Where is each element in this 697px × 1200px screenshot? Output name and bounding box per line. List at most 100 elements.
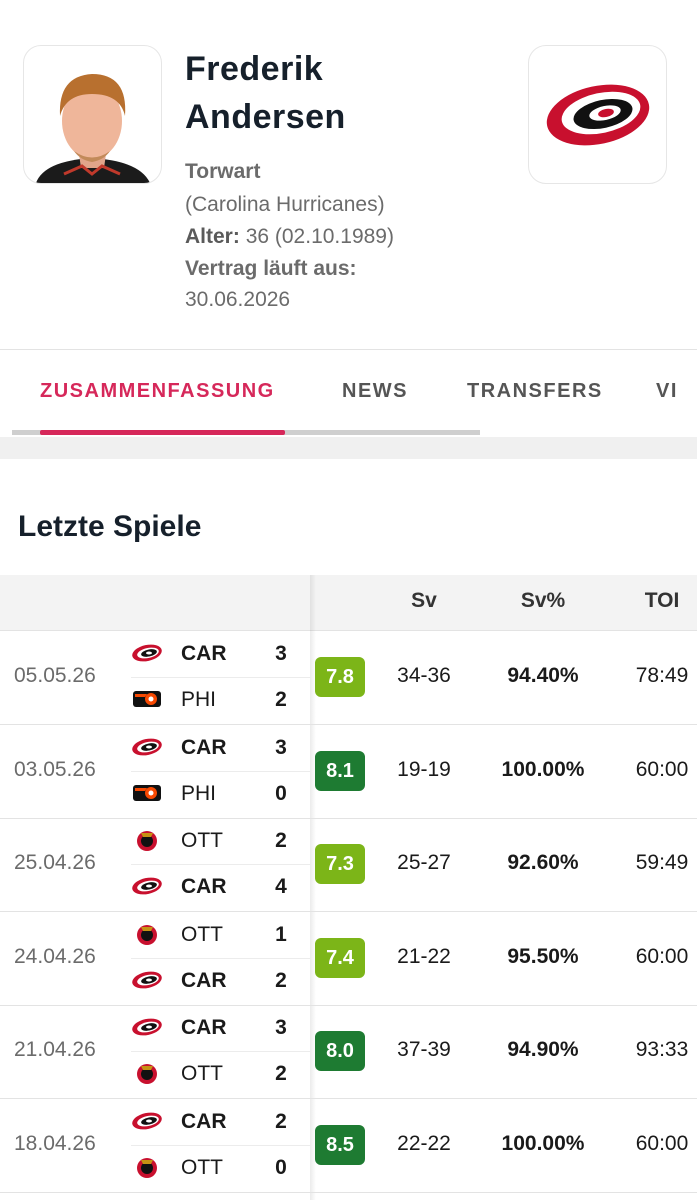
team-logo bbox=[131, 688, 163, 712]
score: 3 bbox=[275, 642, 287, 665]
date: 24.04.26 bbox=[14, 944, 96, 968]
tab[interactable]: VI bbox=[656, 380, 678, 402]
contract-date: 30.06.2026 bbox=[185, 288, 291, 311]
team-logo bbox=[131, 1110, 163, 1134]
sv: 25-27 bbox=[397, 851, 451, 874]
score: 3 bbox=[275, 1016, 287, 1039]
team-logo bbox=[131, 923, 163, 947]
section-title: Letzte Spiele bbox=[18, 510, 202, 543]
team-logo[interactable] bbox=[528, 45, 667, 184]
score: 2 bbox=[275, 968, 287, 992]
team-logo bbox=[131, 642, 163, 666]
team-logo bbox=[131, 969, 163, 993]
date: 25.04.26 bbox=[14, 851, 96, 874]
game-row[interactable]: 24.04.26 OTT 1 CAR 2 7.4 21-22 95.50% 60:00 bbox=[0, 912, 697, 1006]
date: 03.05.26 bbox=[14, 757, 96, 781]
game-row[interactable]: 05.05.26 CAR 3 PHI 2 7.8 34-36 94.40% 78:49 bbox=[0, 631, 697, 725]
divider bbox=[0, 349, 697, 350]
toi: 60:00 bbox=[635, 944, 689, 968]
score-divider bbox=[131, 957, 311, 959]
section-separator bbox=[0, 437, 697, 459]
toi: 93:33 bbox=[635, 1038, 689, 1061]
team-abbr: CAR bbox=[181, 735, 227, 759]
score: 2 bbox=[275, 688, 287, 711]
game-row[interactable]: 21.04.26 CAR 3 OTT 2 8.0 37-39 94.90% 93:33 bbox=[0, 1005, 697, 1099]
team-logo bbox=[131, 736, 163, 760]
table-header bbox=[0, 575, 697, 631]
age-label: Alter: bbox=[185, 225, 240, 248]
game-row[interactable]: 18.04.26 CAR 2 OTT 0 8.5 22-22 100.00% 60:00 bbox=[0, 1099, 697, 1193]
score-divider bbox=[131, 677, 311, 678]
rating-badge: 7.8 bbox=[315, 657, 365, 697]
date: 05.05.26 bbox=[14, 664, 96, 687]
column-header: TOI bbox=[644, 589, 680, 612]
tab[interactable]: TRANSFERS bbox=[467, 380, 603, 402]
team-abbr: CAR bbox=[181, 968, 227, 992]
toi: 59:49 bbox=[635, 851, 689, 874]
game-row[interactable]: 03.05.26 CAR 3 PHI 0 8.1 19-19 100.00% 60:00 bbox=[0, 725, 697, 819]
team-abbr: PHI bbox=[181, 781, 217, 805]
rating-badge: 8.1 bbox=[315, 750, 365, 791]
toi: 60:00 bbox=[635, 757, 689, 781]
team-abbr: CAR bbox=[181, 875, 227, 898]
score-divider bbox=[131, 864, 311, 865]
game-row[interactable]: 25.04.26 OTT 2 CAR 4 7.3 25-27 92.60% 59:49 bbox=[0, 818, 697, 912]
team-logo-illustration bbox=[546, 84, 650, 146]
sv-pct: 95.50% bbox=[507, 944, 579, 968]
position: Torwart bbox=[185, 160, 261, 183]
score-divider bbox=[131, 770, 311, 772]
rating-badge: 8.0 bbox=[315, 1031, 365, 1071]
tab[interactable]: ZUSAMMENFASSUNG bbox=[40, 380, 275, 402]
age-line: Alter: 36 (02.10.1989) bbox=[185, 225, 394, 249]
tab-indicator bbox=[40, 430, 285, 435]
team-abbr: OTT bbox=[181, 829, 223, 852]
tab[interactable]: NEWS bbox=[342, 380, 408, 402]
score: 2 bbox=[275, 829, 287, 852]
team-logo bbox=[131, 1156, 163, 1180]
photo-illustration bbox=[36, 74, 150, 183]
score: 0 bbox=[275, 1155, 287, 1179]
rating-badge: 7.4 bbox=[315, 937, 365, 978]
last-name: Andersen bbox=[185, 98, 346, 136]
toi: 78:49 bbox=[635, 664, 689, 687]
team-abbr: CAR bbox=[181, 1109, 227, 1133]
sv: 37-39 bbox=[397, 1038, 451, 1061]
player-photo bbox=[23, 45, 162, 184]
sv-pct: 92.60% bbox=[507, 851, 579, 874]
sv-pct: 94.40% bbox=[507, 664, 579, 687]
sv-pct: 100.00% bbox=[501, 1131, 585, 1155]
column-header: Sv bbox=[411, 589, 437, 612]
team-logo bbox=[131, 1062, 163, 1086]
first-name: Frederik bbox=[185, 50, 324, 88]
sv-pct: 94.90% bbox=[507, 1038, 579, 1061]
team-abbr: OTT bbox=[181, 922, 223, 946]
score-divider bbox=[131, 1144, 311, 1146]
rating-badge: 8.5 bbox=[315, 1124, 365, 1165]
team-logo bbox=[131, 829, 163, 853]
team-logo bbox=[131, 1016, 163, 1040]
sv-pct: 100.00% bbox=[501, 757, 585, 781]
team: (Carolina Hurricanes) bbox=[185, 193, 385, 216]
team-logo bbox=[131, 782, 163, 806]
sv: 19-19 bbox=[397, 757, 451, 781]
contract-label: Vertrag läuft aus: bbox=[185, 257, 357, 280]
team-abbr: OTT bbox=[181, 1155, 223, 1179]
team-abbr: CAR bbox=[181, 642, 227, 665]
team-abbr: PHI bbox=[181, 688, 217, 711]
date: 18.04.26 bbox=[14, 1131, 96, 1155]
team-logo bbox=[131, 875, 163, 899]
team-abbr: OTT bbox=[181, 1062, 223, 1085]
score: 1 bbox=[275, 922, 287, 946]
sticky-shadow bbox=[310, 575, 316, 1200]
score: 3 bbox=[275, 735, 287, 759]
rating-badge: 7.3 bbox=[315, 844, 365, 884]
score-divider bbox=[131, 1051, 311, 1052]
age: 36 (02.10.1989) bbox=[245, 225, 394, 248]
sv: 34-36 bbox=[397, 664, 451, 687]
score: 2 bbox=[275, 1062, 287, 1085]
sv: 22-22 bbox=[397, 1131, 451, 1155]
date: 21.04.26 bbox=[14, 1038, 96, 1061]
score: 0 bbox=[275, 781, 287, 805]
toi: 60:00 bbox=[635, 1131, 689, 1155]
score: 2 bbox=[275, 1109, 287, 1133]
